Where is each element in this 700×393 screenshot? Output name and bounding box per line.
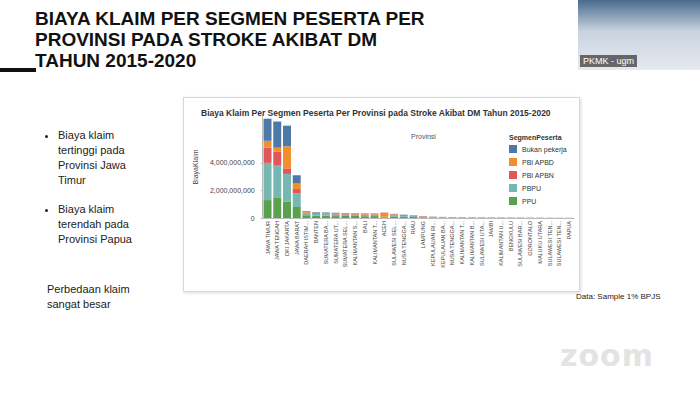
- svg-text:Bukan pekerja: Bukan pekerja: [522, 146, 567, 154]
- svg-text:JAWA TENGAH: JAWA TENGAH: [274, 221, 280, 260]
- html-text:PROVINSI PADA STROKE AKIBAT DM: PROVINSI PADA STROKE AKIBAT DM: [35, 29, 377, 50]
- svg-text:JAMBI: JAMBI: [488, 221, 494, 238]
- svg-text:Provinsi: Provinsi: [411, 133, 436, 140]
- svg-text:SUMATERA SEL...: SUMATERA SEL...: [342, 221, 348, 268]
- html-text:BIAYA KLAIM PER SEGMEN PESERTA: BIAYA KLAIM PER SEGMEN PESERTA PER: [35, 8, 425, 29]
- svg-text:SegmenPeserta: SegmenPeserta: [509, 134, 562, 142]
- svg-text:NUSA TENGGA...: NUSA TENGGA...: [449, 221, 455, 266]
- svg-text:GORONTALO: GORONTALO: [527, 220, 533, 255]
- svg-text:LAMPUNG: LAMPUNG: [420, 221, 426, 248]
- svg-text:SULAWESI UTA...: SULAWESI UTA...: [479, 221, 485, 266]
- svg-text:PBI APBN: PBI APBN: [522, 172, 554, 179]
- svg-text:MALUKU UTARA: MALUKU UTARA: [537, 221, 543, 264]
- html-text:PKMK - ugm: PKMK - ugm: [583, 56, 634, 66]
- svg-text:KALIMANTAN U...: KALIMANTAN U...: [498, 221, 504, 266]
- svg-text:BENGKULU: BENGKULU: [508, 221, 514, 251]
- svg-text:BALI: BALI: [362, 221, 368, 233]
- svg-text:PBI APBD: PBI APBD: [522, 159, 554, 166]
- html-text:Biaya klaim tertinggi pada Pro: Biaya klaim tertinggi pada Provinsi Jawa…: [58, 129, 126, 186]
- svg-text:PPU: PPU: [522, 198, 536, 205]
- svg-text:KEPULAUAN BA...: KEPULAUAN BA...: [440, 221, 446, 268]
- svg-text:PBPU: PBPU: [522, 185, 541, 192]
- svg-text:SULAWESI TEN...: SULAWESI TEN...: [556, 221, 562, 267]
- svg-text:SUMATERA BA...: SUMATERA BA...: [323, 221, 329, 265]
- svg-text:4,000,000,000: 4,000,000,000: [210, 159, 255, 166]
- svg-text:SULAWESI SEL...: SULAWESI SEL...: [391, 221, 397, 266]
- svg-text:KALIMANTAN B...: KALIMANTAN B...: [469, 221, 475, 266]
- svg-text:0: 0: [251, 215, 255, 222]
- html-text:zoom: zoom: [560, 338, 654, 373]
- svg-text:DKI JAKARTA: DKI JAKARTA: [284, 221, 290, 256]
- svg-text:BANTEN: BANTEN: [313, 221, 319, 243]
- svg-text:KALIMANTAN T...: KALIMANTAN T...: [459, 221, 465, 265]
- html-text:TAHUN 2015-2020: TAHUN 2015-2020: [35, 50, 197, 71]
- html-text:Perbedaan klaim sangat besar: Perbedaan klaim sangat besar: [47, 283, 130, 310]
- svg-text:KALIMANTAN S...: KALIMANTAN S...: [352, 221, 358, 266]
- svg-text:NUSA TENGGA...: NUSA TENGGA...: [401, 221, 407, 266]
- svg-text:JAWA TIMUR: JAWA TIMUR: [265, 221, 271, 254]
- html-text:Biaya klaim terendah pada Prov: Biaya klaim terendah pada Provinsi Papua: [58, 203, 132, 245]
- svg-text:Biaya Klaim Per Segmen Peserta: Biaya Klaim Per Segmen Peserta Per Provi…: [201, 108, 551, 118]
- svg-text:2,000,000,000: 2,000,000,000: [210, 187, 255, 194]
- svg-text:BiayaKlaim: BiayaKlaim: [192, 149, 200, 184]
- svg-text:SULAWESI TEN...: SULAWESI TEN...: [547, 221, 553, 267]
- svg-text:JAWA BARAT: JAWA BARAT: [294, 220, 300, 255]
- svg-text:KEPULAUAN RI...: KEPULAUAN RI...: [430, 221, 436, 266]
- svg-text:RIAU: RIAU: [410, 221, 416, 234]
- svg-text:DAERAH ISTIM...: DAERAH ISTIM...: [303, 221, 309, 265]
- svg-text:ACEH: ACEH: [381, 221, 387, 236]
- html-text:Data: Sample 1% BPJS: Data: Sample 1% BPJS: [576, 292, 661, 301]
- svg-text:KALIMANTAN T...: KALIMANTAN T...: [372, 221, 378, 265]
- svg-text:PAPUA: PAPUA: [566, 221, 572, 240]
- svg-text:SUMATERA UT...: SUMATERA UT...: [333, 221, 339, 264]
- svg-text:SULAWESI BAR...: SULAWESI BAR...: [517, 221, 523, 267]
